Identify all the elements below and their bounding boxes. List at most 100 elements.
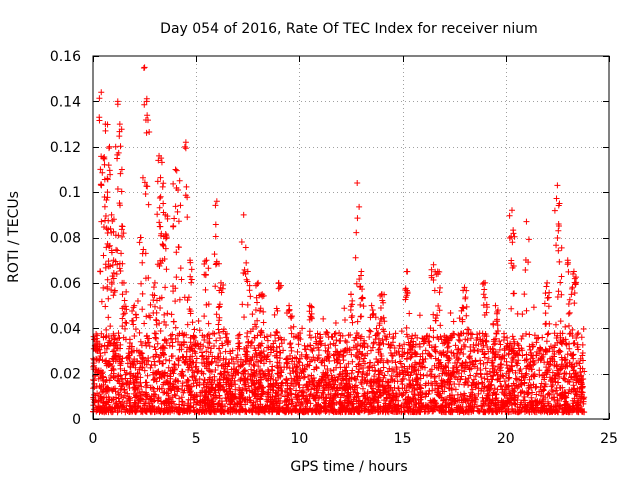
data-point (337, 394, 344, 401)
data-point (398, 402, 405, 409)
data-point (200, 379, 207, 386)
data-point (469, 386, 476, 393)
data-point (137, 379, 144, 386)
data-point (554, 390, 561, 397)
data-point (452, 342, 459, 349)
data-point (151, 303, 158, 310)
data-point (407, 346, 414, 353)
data-point (407, 354, 414, 361)
data-point (334, 348, 341, 355)
data-point (348, 376, 355, 383)
data-point (514, 340, 521, 347)
data-point (346, 346, 353, 353)
data-point (385, 341, 392, 348)
data-point (327, 341, 334, 348)
data-point (497, 361, 504, 368)
data-point (349, 367, 356, 374)
data-point (512, 375, 519, 382)
data-point (447, 392, 454, 399)
data-point (436, 407, 443, 414)
y-tick-label: 0.08 (50, 231, 81, 247)
x-tick-label: 10 (290, 431, 308, 447)
data-point (141, 367, 148, 374)
data-point (387, 350, 394, 357)
data-point (380, 364, 387, 371)
data-point (304, 383, 311, 390)
data-point (523, 407, 530, 414)
data-point (127, 375, 134, 382)
data-point (314, 355, 321, 362)
chart-title: Day 054 of 2016, Rate Of TEC Index for r… (160, 21, 538, 37)
data-point (341, 305, 348, 312)
data-point (320, 315, 327, 322)
data-point (514, 403, 521, 410)
data-point (310, 354, 317, 361)
data-point (172, 377, 179, 384)
data-point (375, 409, 382, 416)
data-point (274, 364, 281, 371)
data-point (281, 336, 288, 343)
data-point (193, 355, 200, 362)
data-point (359, 385, 366, 392)
data-point (485, 355, 492, 362)
data-point (132, 392, 139, 399)
data-point (530, 343, 537, 350)
data-point (492, 354, 499, 361)
data-point (542, 381, 549, 388)
data-point (325, 344, 332, 351)
data-point (283, 377, 290, 384)
data-point (416, 341, 423, 348)
data-point (477, 371, 484, 378)
data-point (544, 331, 551, 338)
data-point (498, 361, 505, 368)
data-point (528, 366, 535, 373)
data-point (336, 351, 343, 358)
grid-lines (93, 56, 609, 419)
data-point (157, 327, 164, 334)
data-point (196, 327, 203, 334)
data-point (336, 384, 343, 391)
data-point (460, 351, 467, 358)
data-point (455, 355, 462, 362)
data-point (288, 344, 295, 351)
data-point (181, 359, 188, 366)
data-point (349, 312, 356, 319)
data-point (258, 357, 265, 364)
data-point (274, 370, 281, 377)
data-point (580, 326, 587, 333)
data-point (253, 358, 260, 365)
data-point (236, 340, 243, 347)
data-point (519, 332, 526, 339)
data-point (172, 335, 179, 342)
y-tick-label: 0.1 (59, 185, 81, 201)
data-point (470, 347, 477, 354)
data-point (407, 405, 414, 412)
data-point (526, 376, 533, 383)
data-point (167, 373, 174, 380)
data-point (316, 409, 323, 416)
data-point (234, 358, 241, 365)
data-point (543, 338, 550, 345)
data-point (144, 372, 151, 379)
data-point (375, 381, 382, 388)
data-point (530, 304, 537, 311)
data-point (505, 374, 512, 381)
data-point (268, 373, 275, 380)
data-point (500, 336, 507, 343)
data-point (294, 348, 301, 355)
data-point (215, 321, 222, 328)
data-point (191, 326, 198, 333)
data-point (154, 340, 161, 347)
data-point (167, 332, 174, 339)
data-point (132, 373, 139, 380)
data-point (293, 387, 300, 394)
data-point (116, 398, 123, 405)
data-point (115, 395, 122, 402)
data-point (124, 408, 131, 415)
data-point (163, 337, 170, 344)
data-point (212, 366, 219, 373)
data-point (550, 403, 557, 410)
data-point (332, 330, 339, 337)
data-point (169, 405, 176, 412)
data-point (309, 347, 316, 354)
